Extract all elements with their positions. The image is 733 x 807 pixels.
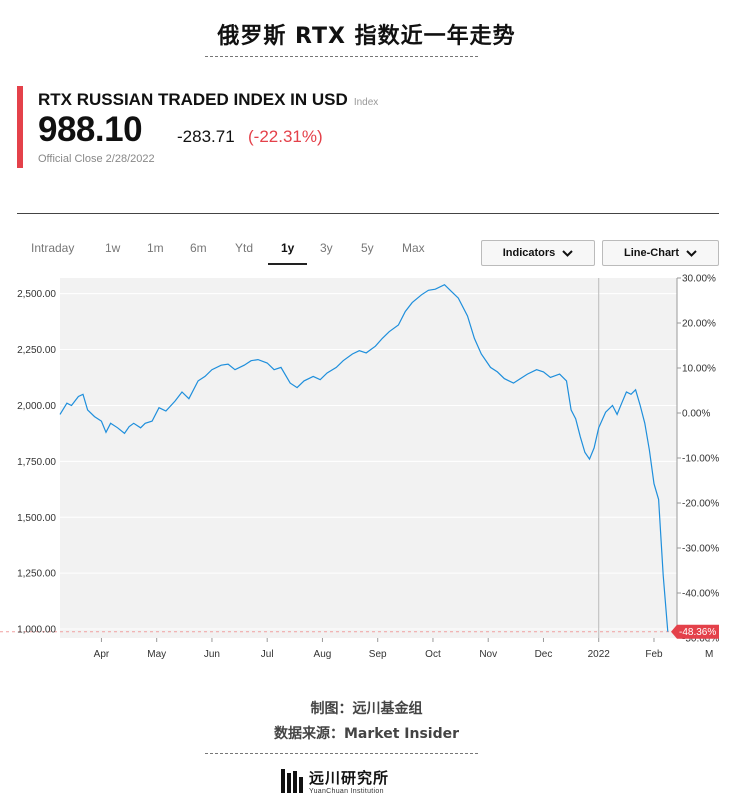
chart-maker-credit: 制图：远川基金组 — [310, 701, 423, 717]
last-value-label: -48.36% — [679, 627, 716, 638]
yuanchuan-logo-mark-icon — [281, 769, 303, 793]
logo-cn-text: 远川研究所 — [309, 769, 390, 787]
y-left-tick-label: 1,500.00 — [17, 513, 56, 524]
tab-max[interactable]: Max — [402, 241, 425, 255]
line-chart[interactable]: 1,000.00 1,250.00 1,500.00 1,750.00 2,000.00… — [0, 270, 733, 670]
y-left-tick-label: 2,500.00 — [17, 289, 56, 300]
y-left-tick-label: 2,250.00 — [17, 345, 56, 356]
series-line — [59, 283, 669, 632]
x-tick-label: Dec — [535, 649, 553, 660]
y-right-tick-label: 30.00% — [682, 274, 716, 285]
yuanchuan-logo: 远川研究所 YuanChuan Institution — [281, 767, 389, 795]
x-tick-label: May — [147, 649, 166, 660]
quote-accent-bar — [17, 86, 23, 168]
title-divider — [205, 56, 478, 57]
tab-3y[interactable]: 3y — [320, 241, 333, 255]
last-value-badge-bg — [671, 624, 719, 639]
x-tick-label: Sep — [369, 649, 387, 660]
y-right-tick-label: -20.00% — [682, 499, 719, 510]
y-right-tick-label: 10.00% — [682, 364, 716, 375]
x-tick-label: Apr — [94, 649, 110, 660]
y-left-tick-label: 1,000.00 — [17, 625, 56, 636]
y-right-tick-label: -50.00% — [682, 634, 719, 645]
index-price: 988.10 — [38, 110, 143, 149]
data-source-credit: 数据来源：Market Insider — [273, 726, 459, 742]
page-title: 俄罗斯 RTX 指数近一年走势 — [217, 24, 516, 49]
logo-en-text: YuanChuan Institution — [309, 788, 384, 795]
y-axis-left: 1,000.00 1,250.00 1,500.00 1,750.00 2,000.00… — [17, 289, 56, 635]
index-name-text: RTX RUSSIAN TRADED INDEX IN USD — [38, 90, 348, 109]
chart-type-label: Line-Chart — [624, 247, 679, 259]
y-right-tick-label: -40.00% — [682, 589, 719, 600]
x-tick-label: Jun — [204, 649, 220, 660]
header-divider — [17, 213, 719, 214]
x-tick-label: Aug — [314, 649, 332, 660]
y-axis-right: 30.00% 20.00% 10.00% 0.00% -10.00% -20.00% -30… — [676, 274, 719, 645]
active-tab-underline — [268, 263, 307, 265]
indicators-label: Indicators — [502, 247, 556, 259]
index-name: RTX RUSSIAN TRADED INDEX IN USD Index — [38, 90, 378, 110]
x-tick-label: Feb — [645, 649, 663, 660]
tab-6m[interactable]: 6m — [190, 241, 207, 255]
x-tick-label: M — [705, 649, 713, 660]
tab-ytd[interactable]: Ytd — [235, 241, 254, 255]
price-change-percent: (-22.31%) — [248, 127, 323, 146]
footer-divider — [205, 753, 478, 754]
x-axis: Apr May Jun Jul Aug Sep Oct Nov Dec 2022 Feb M — [94, 638, 713, 660]
y-left-tick-label: 1,750.00 — [17, 457, 56, 468]
grid-lines — [60, 293, 677, 630]
x-tick-label: Oct — [425, 649, 441, 660]
y-right-tick-label: 0.00% — [682, 409, 710, 420]
y-right-tick-label: 20.00% — [682, 319, 716, 330]
tab-1m[interactable]: 1m — [147, 241, 164, 255]
price-change-absolute: -283.71 — [177, 127, 235, 146]
index-type-tag: Index — [353, 97, 379, 108]
y-right-tick-label: -10.00% — [682, 454, 719, 465]
tab-1w[interactable]: 1w — [105, 241, 121, 255]
tab-intraday[interactable]: Intraday — [31, 241, 75, 255]
x-tick-label: Jul — [261, 649, 274, 660]
last-value-badge: -48.36% — [671, 624, 719, 639]
tab-1y[interactable]: 1y — [281, 241, 295, 255]
x-tick-label: 2022 — [588, 649, 611, 660]
chevron-down-icon — [686, 249, 697, 257]
y-right-tick-label: -30.00% — [682, 544, 719, 555]
chart-type-dropdown[interactable]: Line-Chart — [602, 240, 719, 266]
official-close-note: Official Close 2/28/2022 — [38, 153, 155, 165]
plot-area — [60, 278, 677, 638]
y-left-tick-label: 1,250.00 — [17, 569, 56, 580]
y-left-tick-label: 2,000.00 — [17, 401, 56, 412]
chevron-down-icon — [562, 249, 573, 257]
indicators-dropdown[interactable]: Indicators — [481, 240, 595, 266]
x-tick-label: Nov — [479, 649, 497, 660]
tab-5y[interactable]: 5y — [361, 241, 374, 255]
